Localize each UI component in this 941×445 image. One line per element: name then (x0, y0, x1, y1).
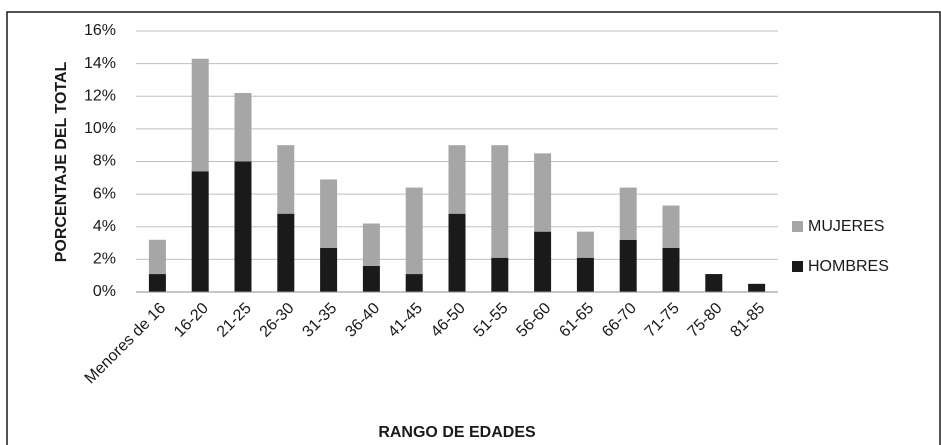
x-tick-label: 26-30 (257, 300, 298, 341)
bar-segment (534, 231, 552, 292)
x-tick-label: 41-45 (385, 300, 426, 341)
x-tick-label: 21-25 (214, 300, 255, 341)
legend-label: HOMBRES (808, 258, 889, 275)
bar-segment (662, 247, 680, 292)
bar-segment (576, 231, 594, 258)
bar-segment (191, 171, 209, 292)
y-tick-label: 10% (84, 120, 116, 137)
bar-segment (748, 283, 766, 292)
y-tick-label: 12% (84, 87, 116, 104)
x-tick-label: 81-85 (727, 300, 768, 341)
bar-segment (705, 274, 723, 292)
x-tick-label: 16-20 (171, 300, 212, 341)
x-tick-label: 61-65 (556, 300, 597, 341)
x-axis-title: RANGO DE EDADES (378, 424, 536, 441)
legend-label: MUJERES (808, 218, 884, 235)
y-tick-label: 14% (84, 55, 116, 72)
bar-segment (448, 145, 466, 214)
legend-swatch (792, 261, 803, 272)
bar-segment (662, 205, 680, 248)
bar-segment (491, 257, 509, 292)
y-axis-title: PORCENTAJE DEL TOTAL (53, 61, 70, 262)
bar-segment (448, 213, 466, 292)
y-tick-label: 8% (93, 153, 116, 170)
x-tick-label: 66-70 (599, 300, 640, 341)
bar-segment (234, 161, 252, 292)
x-tick-label: 51-55 (471, 300, 512, 341)
chart-border (6, 11, 941, 445)
x-tick-label: 75-80 (685, 300, 726, 341)
y-tick-label: 16% (84, 22, 116, 39)
x-tick-label: 31-35 (299, 300, 340, 341)
bar-segment (405, 187, 423, 275)
y-tick-label: 0% (93, 283, 116, 300)
y-tick-label: 4% (93, 218, 116, 235)
y-tick-label: 2% (93, 251, 116, 268)
bar-segment (362, 265, 380, 292)
bar-segment (148, 274, 166, 292)
bar-segment (491, 145, 509, 258)
x-tick-label: 36-40 (342, 300, 383, 341)
bar-segment (148, 239, 166, 275)
bar-segment (277, 213, 295, 292)
x-tick-label: 71-75 (642, 300, 683, 341)
bar-segment (320, 179, 338, 248)
bar-segment (191, 58, 209, 172)
bar-segment (534, 153, 552, 232)
x-tick-label: 46-50 (428, 300, 469, 341)
bar-segment (320, 247, 338, 292)
x-tick-label: Menores de 16 (82, 300, 170, 388)
bar-segment (405, 274, 423, 292)
legend-swatch (792, 221, 803, 232)
y-tick-label: 6% (93, 185, 116, 202)
bar-segment (277, 145, 295, 214)
bar-segment (619, 187, 637, 240)
bar-segment (362, 223, 380, 266)
x-tick-label: 56-60 (513, 300, 554, 341)
bar-segment (234, 92, 252, 162)
bar-segment (576, 257, 594, 292)
bar-segment (619, 239, 637, 292)
